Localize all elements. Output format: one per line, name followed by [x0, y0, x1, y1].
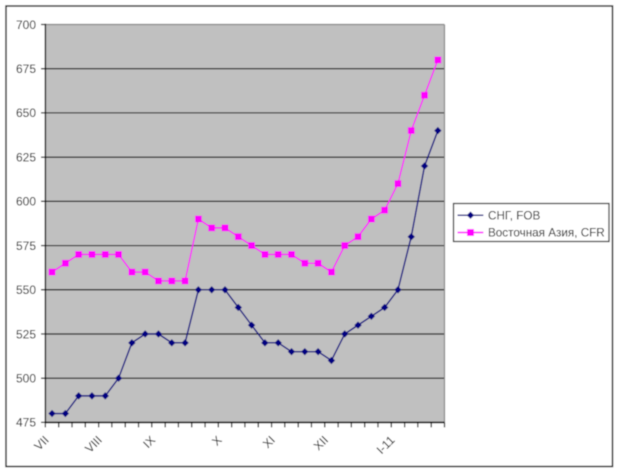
svg-text:500: 500: [16, 371, 36, 385]
svg-text:625: 625: [16, 150, 36, 164]
svg-text:СНГ, FOB: СНГ, FOB: [488, 209, 541, 222]
svg-text:675: 675: [16, 62, 36, 76]
svg-text:550: 550: [16, 283, 36, 297]
svg-text:475: 475: [16, 416, 36, 430]
svg-text:650: 650: [16, 106, 36, 120]
svg-text:525: 525: [16, 327, 36, 341]
svg-text:Восточная Азия, CFR: Восточная Азия, CFR: [488, 227, 605, 240]
svg-text:600: 600: [16, 195, 36, 209]
svg-text:575: 575: [16, 239, 36, 253]
svg-text:700: 700: [16, 18, 36, 32]
